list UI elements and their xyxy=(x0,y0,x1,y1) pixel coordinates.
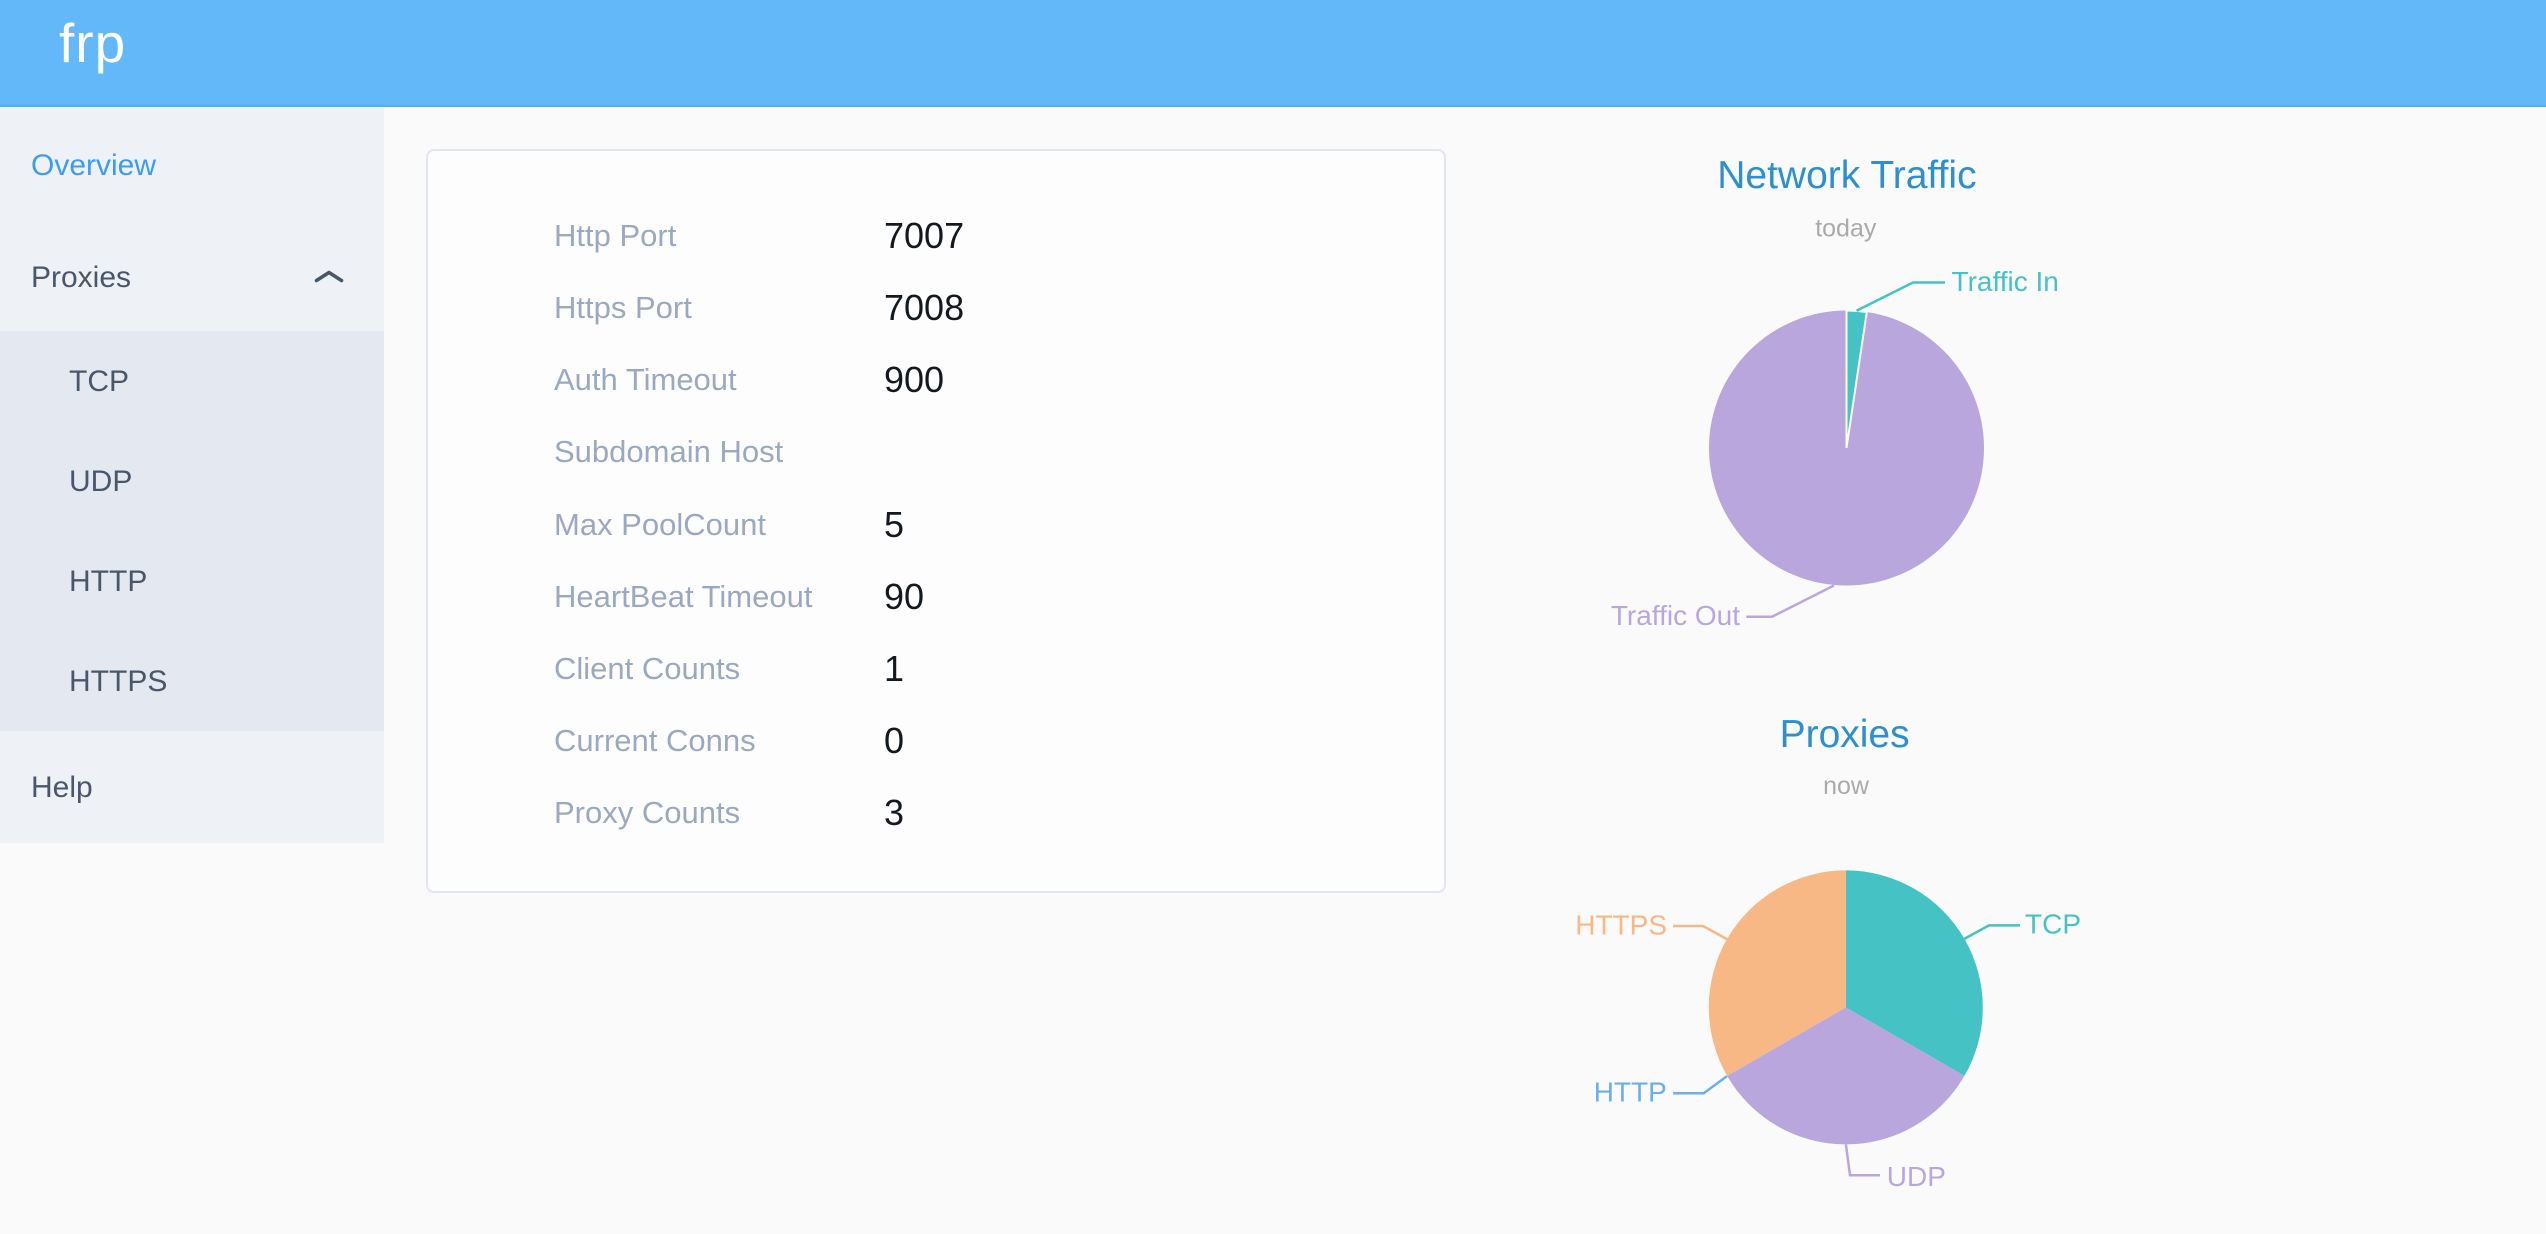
svg-text:today: today xyxy=(1815,215,1877,243)
svg-text:HTTPS: HTTPS xyxy=(1575,909,1667,940)
svg-text:UDP: UDP xyxy=(1887,1161,1946,1192)
svg-text:Traffic In: Traffic In xyxy=(1952,266,2059,297)
svg-text:TCP: TCP xyxy=(2025,909,2081,940)
svg-text:Proxies: Proxies xyxy=(1780,713,1910,756)
svg-text:HTTP: HTTP xyxy=(1594,1077,1667,1108)
svg-text:Traffic Out: Traffic Out xyxy=(1611,600,1740,631)
svg-text:now: now xyxy=(1823,772,1870,800)
svg-text:Network Traffic: Network Traffic xyxy=(1717,154,1976,197)
